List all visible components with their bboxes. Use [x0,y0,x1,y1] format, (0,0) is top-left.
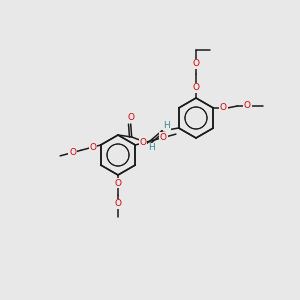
Text: H: H [163,122,170,130]
Text: O: O [115,178,122,188]
Text: O: O [160,133,167,142]
Text: O: O [220,103,227,112]
Text: O: O [127,112,134,122]
Text: O: O [193,83,200,92]
Text: O: O [115,200,122,208]
Text: O: O [69,148,76,157]
Text: H: H [148,143,155,152]
Text: O: O [244,101,251,110]
Text: O: O [140,138,146,147]
Text: O: O [89,142,97,152]
Text: O: O [193,59,200,68]
